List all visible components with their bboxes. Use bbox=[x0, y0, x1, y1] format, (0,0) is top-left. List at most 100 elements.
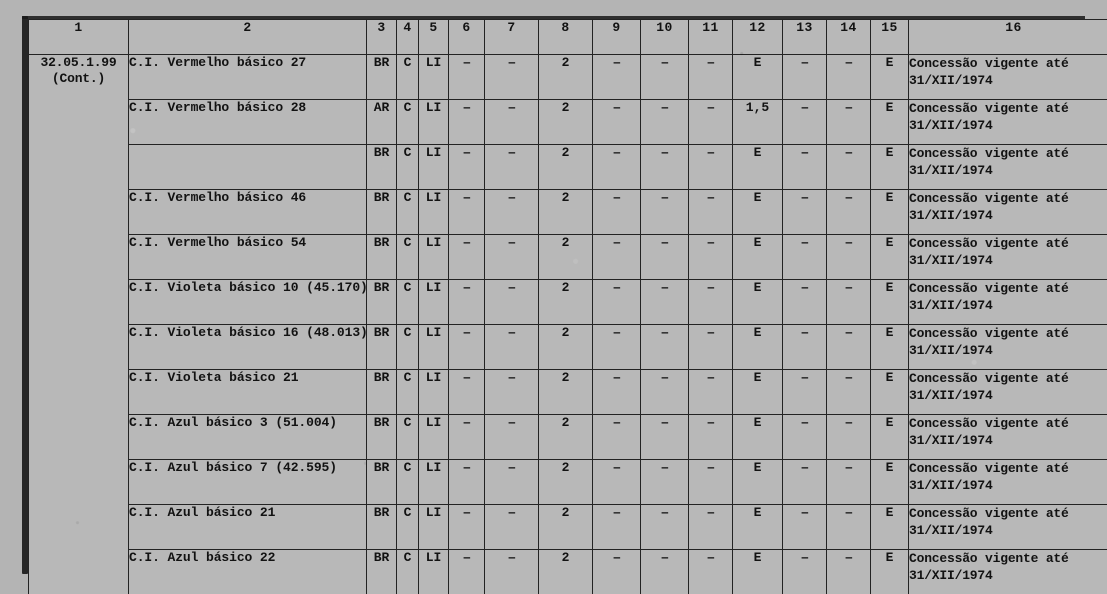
cell-note: Concessão vigente até 31/XII/1974 bbox=[908, 414, 1107, 460]
dash-mark: – bbox=[706, 145, 715, 161]
dash-mark: – bbox=[507, 325, 516, 341]
dash-mark: – bbox=[660, 55, 669, 71]
cell-col-11: – bbox=[688, 504, 733, 550]
cell-col-13: – bbox=[782, 279, 827, 325]
dash-mark: – bbox=[800, 55, 809, 71]
cell-col-8: 2 bbox=[538, 414, 593, 460]
note-line-2: 31/XII/1974 bbox=[909, 478, 993, 493]
cell-description: C.I. Vermelho básico 28 bbox=[128, 99, 367, 145]
dash-mark: – bbox=[844, 460, 853, 476]
code-value: 32.05.1.99 bbox=[40, 55, 117, 71]
cell-col-6: – bbox=[448, 369, 485, 415]
cell-col-6: – bbox=[448, 414, 485, 460]
dash-mark: – bbox=[507, 235, 516, 251]
dash-mark: – bbox=[612, 550, 621, 566]
cell-col-4: C bbox=[396, 414, 419, 460]
cell-col-11: – bbox=[688, 279, 733, 325]
sheet-top-rule bbox=[22, 16, 1085, 19]
cell-col-10: – bbox=[640, 279, 689, 325]
note-line-2: 31/XII/1974 bbox=[909, 388, 993, 403]
dash-mark: – bbox=[800, 145, 809, 161]
cell-description: C.I. Vermelho básico 27 bbox=[128, 54, 367, 100]
cell-col-13: – bbox=[782, 54, 827, 100]
cell-col-3: BR bbox=[366, 504, 397, 550]
cell-note: Concessão vigente até 31/XII/1974 bbox=[908, 234, 1107, 280]
dash-mark: – bbox=[612, 55, 621, 71]
cell-col-7: – bbox=[484, 369, 539, 415]
cell-col-12: E bbox=[732, 324, 783, 370]
cell-col-10: – bbox=[640, 459, 689, 505]
cell-col-11: – bbox=[688, 234, 733, 280]
cell-col-9: – bbox=[592, 414, 641, 460]
dash-mark: – bbox=[800, 505, 809, 521]
cell-col-11: – bbox=[688, 54, 733, 100]
cell-col-8: 2 bbox=[538, 189, 593, 235]
column-header-10: 10 bbox=[640, 19, 689, 55]
dash-mark: – bbox=[507, 190, 516, 206]
cell-note: Concessão vigente até 31/XII/1974 bbox=[908, 279, 1107, 325]
cell-col-3: BR bbox=[366, 369, 397, 415]
cell-col-14: – bbox=[826, 324, 871, 370]
cell-col-15: E bbox=[870, 144, 909, 190]
cell-note: Concessão vigente até 31/XII/1974 bbox=[908, 144, 1107, 190]
dash-mark: – bbox=[844, 550, 853, 566]
cell-col-8: 2 bbox=[538, 369, 593, 415]
cell-col-9: – bbox=[592, 99, 641, 145]
table-row: C.I. Azul básico 21 BR C LI – –2– – – E – – E Conces… bbox=[29, 504, 1107, 550]
cell-col-15: E bbox=[870, 324, 909, 370]
cell-note: Concessão vigente até 31/XII/1974 bbox=[908, 99, 1107, 145]
dash-mark: – bbox=[844, 100, 853, 116]
cell-description: C.I. Violeta básico 10 (45.170) bbox=[128, 279, 367, 325]
dash-mark: – bbox=[507, 100, 516, 116]
cell-col-5: LI bbox=[418, 504, 449, 550]
cell-col-13: – bbox=[782, 234, 827, 280]
column-header-8: 8 bbox=[538, 19, 593, 55]
dash-mark: – bbox=[800, 460, 809, 476]
dash-mark: – bbox=[844, 145, 853, 161]
dash-mark: – bbox=[706, 325, 715, 341]
column-header-4: 4 bbox=[396, 19, 419, 55]
dash-mark: – bbox=[462, 550, 471, 566]
dash-mark: – bbox=[706, 415, 715, 431]
cell-col-6: – bbox=[448, 54, 485, 100]
cell-col-10: – bbox=[640, 144, 689, 190]
cell-note: Concessão vigente até 31/XII/1974 bbox=[908, 324, 1107, 370]
dash-mark: – bbox=[706, 460, 715, 476]
cell-col-15: E bbox=[870, 54, 909, 100]
dash-mark: – bbox=[844, 505, 853, 521]
dash-mark: – bbox=[706, 100, 715, 116]
cell-col-9: – bbox=[592, 369, 641, 415]
column-header-16: 16 bbox=[908, 19, 1107, 55]
dash-mark: – bbox=[462, 55, 471, 71]
table-row: C.I. Azul básico 3 (51.004) BR C LI – –2– – – E –… bbox=[29, 414, 1107, 460]
cell-col-8: 2 bbox=[538, 549, 593, 594]
dash-mark: – bbox=[706, 505, 715, 521]
dash-mark: – bbox=[462, 190, 471, 206]
column-header-3: 3 bbox=[366, 19, 397, 55]
cell-col-13: – bbox=[782, 414, 827, 460]
cell-col-13: – bbox=[782, 99, 827, 145]
cell-col-11: – bbox=[688, 144, 733, 190]
table-row: BR C LI – –2– – – E – – E Concessão vigente até 31/X… bbox=[29, 144, 1107, 190]
cell-note: Concessão vigente até 31/XII/1974 bbox=[908, 549, 1107, 594]
column-header-6: 6 bbox=[448, 19, 485, 55]
cell-col-8: 2 bbox=[538, 504, 593, 550]
dash-mark: – bbox=[507, 370, 516, 386]
note-line-1: Concessão vigente até bbox=[909, 191, 1069, 206]
dash-mark: – bbox=[800, 550, 809, 566]
note-line-1: Concessão vigente até bbox=[909, 326, 1069, 341]
cell-col-7: – bbox=[484, 54, 539, 100]
cell-col-12: E bbox=[732, 189, 783, 235]
note-line-1: Concessão vigente até bbox=[909, 101, 1069, 116]
dash-mark: – bbox=[800, 415, 809, 431]
table-row: C.I. Vermelho básico 46 BR C LI – –2– – – E – – E Co… bbox=[29, 189, 1107, 235]
cell-col-5: LI bbox=[418, 144, 449, 190]
cell-col-5: LI bbox=[418, 279, 449, 325]
table-row: C.I. Azul básico 22 BR C LI – –2– – – E – – E Conces… bbox=[29, 549, 1107, 594]
dash-mark: – bbox=[612, 325, 621, 341]
cell-col-4: C bbox=[396, 459, 419, 505]
cell-col-5: LI bbox=[418, 414, 449, 460]
dash-mark: – bbox=[706, 190, 715, 206]
dash-mark: – bbox=[660, 190, 669, 206]
dash-mark: – bbox=[660, 100, 669, 116]
